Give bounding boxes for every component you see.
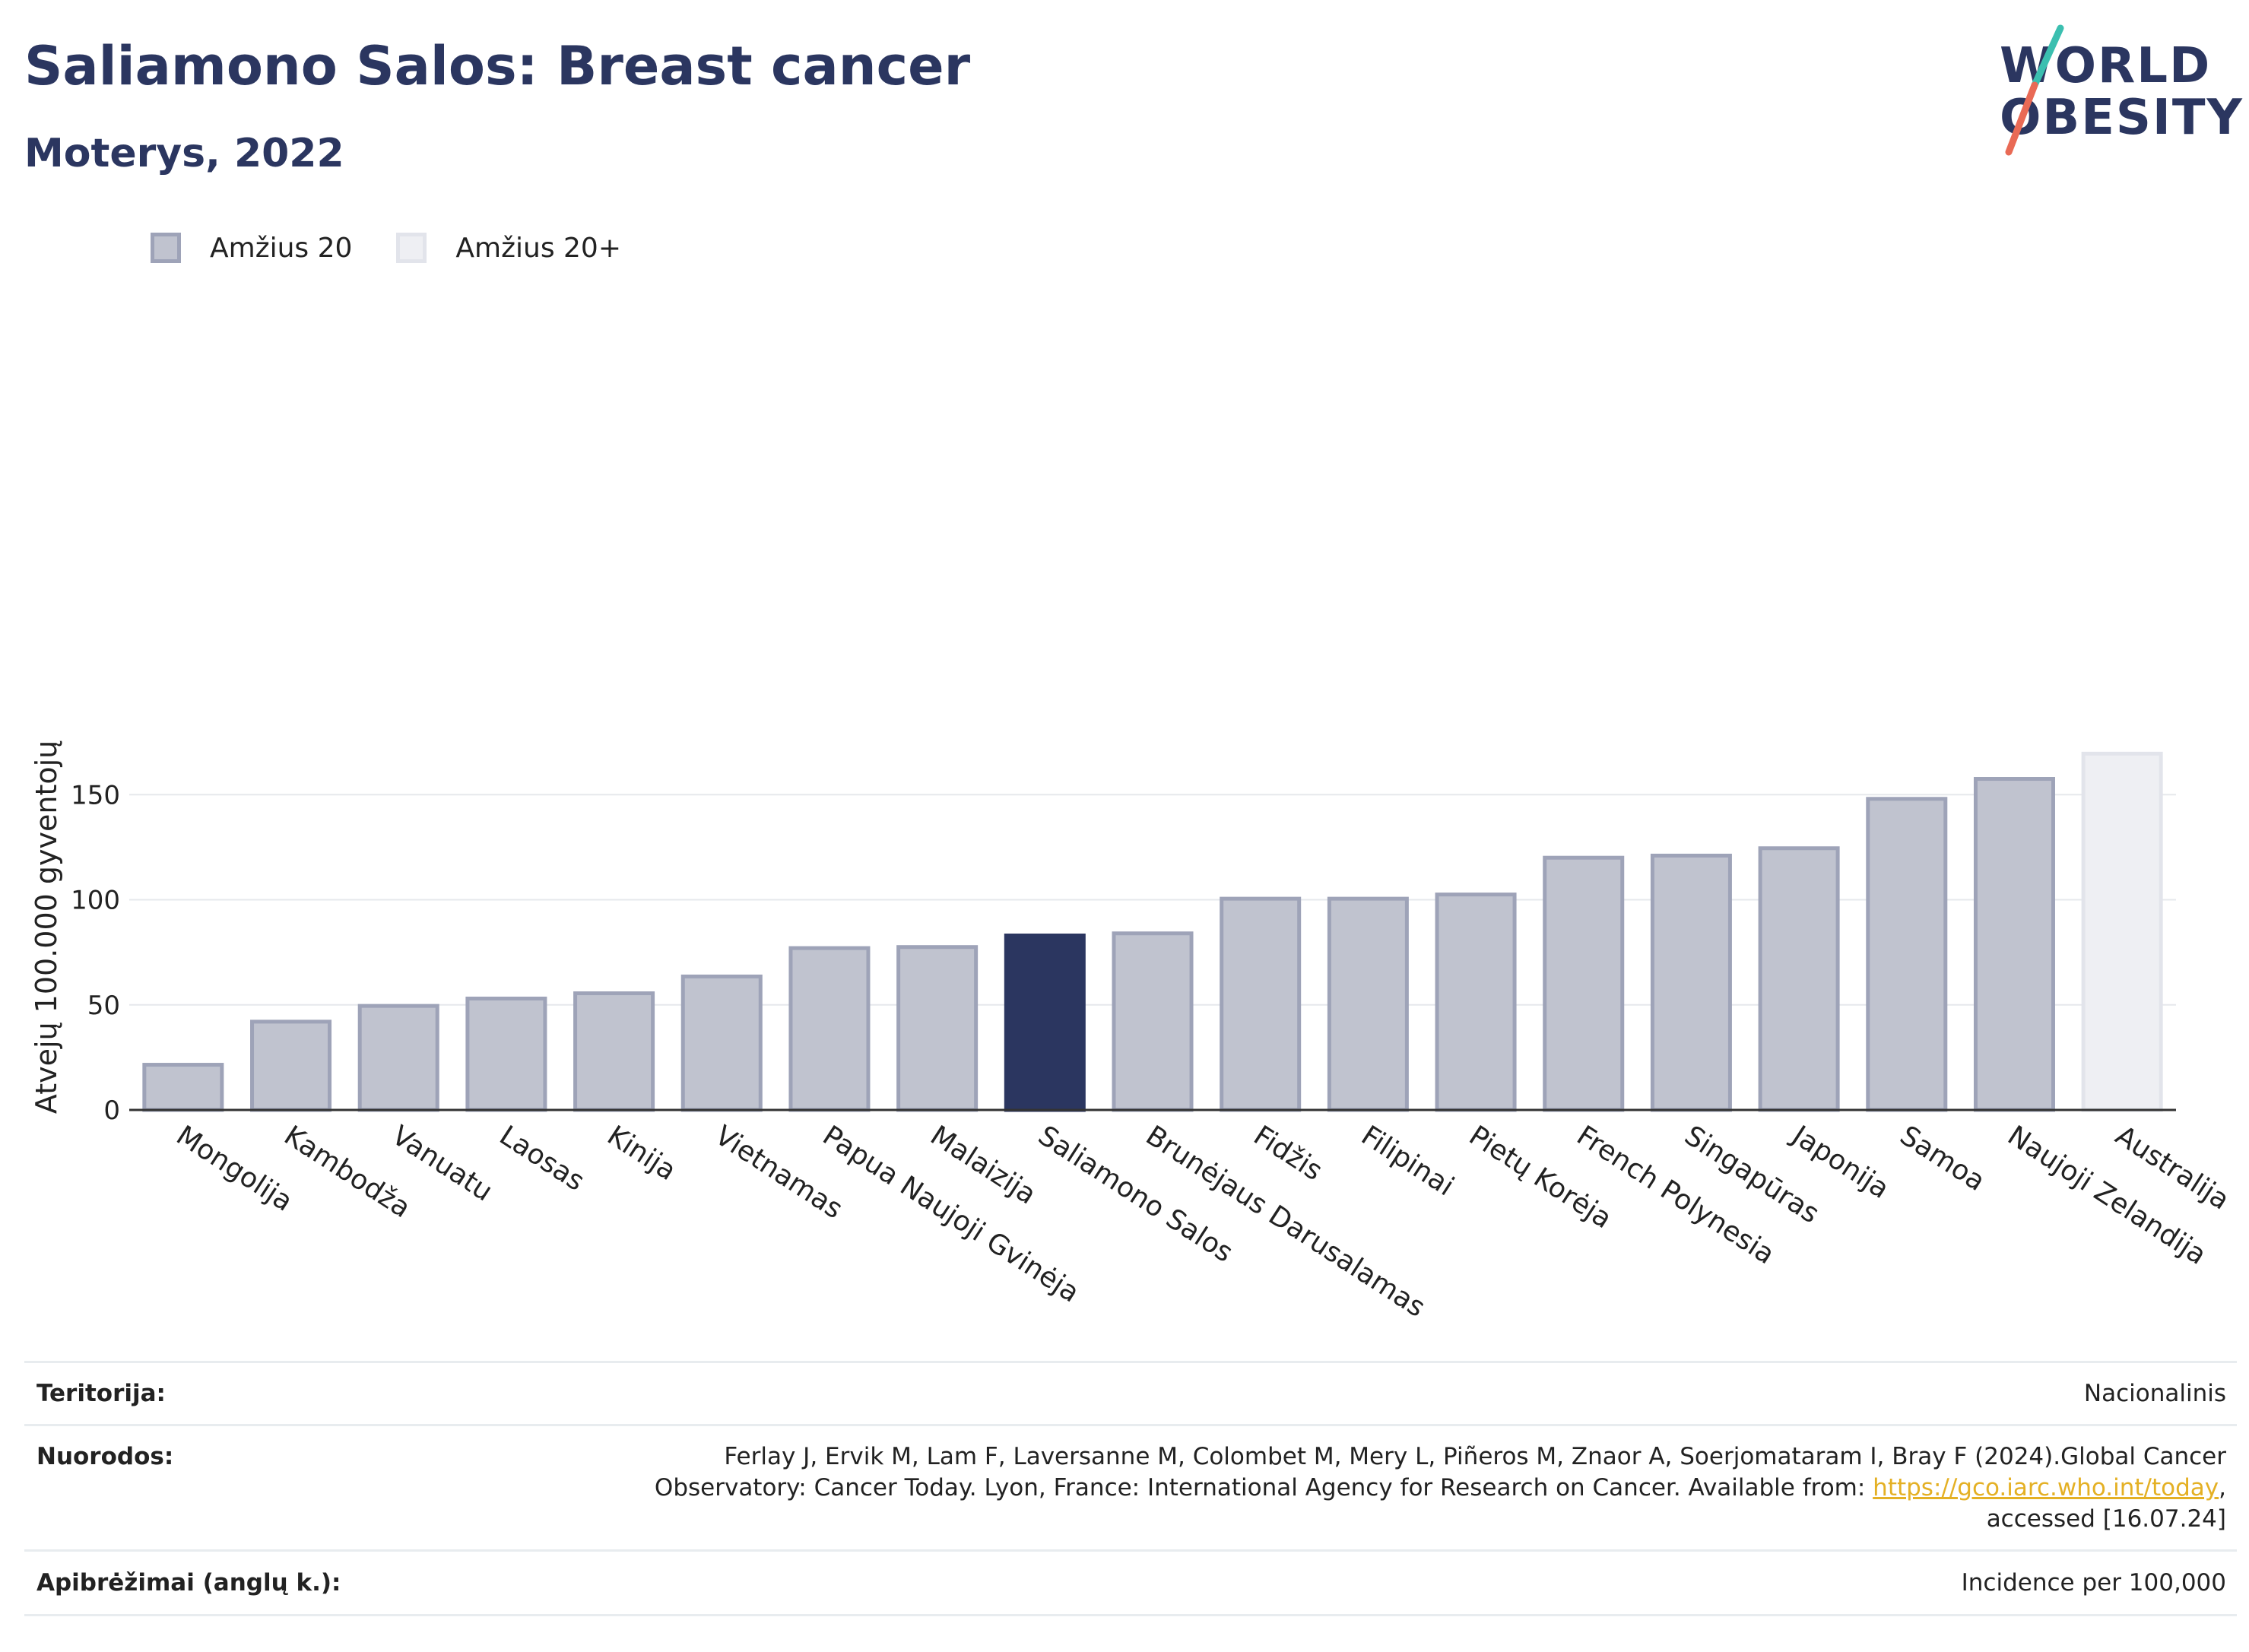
x-tick-label: Fidžis bbox=[1248, 1120, 1328, 1187]
y-axis-label: Atvejų 100.000 gyventojų bbox=[30, 740, 63, 1114]
x-tick-label: Samoa bbox=[1895, 1120, 1990, 1197]
bar bbox=[573, 991, 655, 1112]
footer-label: Apibrėžimai (anglų k.): bbox=[36, 1569, 341, 1597]
world-obesity-logo: WORLD OBESITY bbox=[1992, 24, 2243, 161]
bar bbox=[2081, 751, 2163, 1112]
reference-text: , bbox=[2219, 1474, 2226, 1501]
footer-row-definitions: Apibrėžimai (anglų k.): Incidence per 10… bbox=[24, 1549, 2237, 1616]
chart-subtitle: Moterys, 2022 bbox=[24, 131, 344, 176]
reference-text: Observatory: Cancer Today. Lyon, France:… bbox=[654, 1474, 1873, 1501]
y-tick-label: 0 bbox=[103, 1096, 120, 1126]
x-tick-label: Laosas bbox=[494, 1120, 590, 1197]
legend-item-age-20-plus[interactable]: Amžius 20+ bbox=[396, 233, 621, 264]
chart-legend: Amžius 20 Amžius 20+ bbox=[151, 228, 665, 268]
bar bbox=[680, 974, 763, 1112]
bar bbox=[1650, 853, 1732, 1112]
bar bbox=[465, 996, 547, 1112]
bar bbox=[1973, 777, 2055, 1112]
x-tick-label: Kinija bbox=[601, 1120, 681, 1187]
legend-label: Amžius 20+ bbox=[455, 232, 622, 264]
x-tick-label: Saliamono Salos bbox=[1033, 1120, 1239, 1269]
reference-line: Observatory: Cancer Today. Lyon, France:… bbox=[655, 1473, 2226, 1504]
bar bbox=[896, 945, 979, 1112]
bar bbox=[1327, 896, 1409, 1112]
bar bbox=[1004, 934, 1086, 1112]
bar bbox=[1758, 846, 1840, 1112]
bar bbox=[250, 1019, 332, 1112]
logo-slash-icon bbox=[2005, 24, 2064, 156]
chart-footer: Teritorija: Nacionalinis Nuorodos: Ferla… bbox=[24, 1361, 2237, 1616]
y-tick-label: 100 bbox=[71, 886, 120, 916]
bar bbox=[1112, 931, 1194, 1112]
bar bbox=[1866, 797, 1948, 1112]
y-tick-label: 50 bbox=[87, 991, 120, 1021]
bar bbox=[788, 946, 871, 1112]
reference-line: accessed [16.07.24] bbox=[1986, 1505, 2226, 1533]
legend-swatch bbox=[151, 233, 181, 263]
chart-title: Saliamono Salos: Breast cancer bbox=[24, 35, 971, 97]
bar bbox=[357, 1004, 439, 1112]
x-tick-label: Filipinai bbox=[1356, 1120, 1459, 1202]
footer-value: Nacionalinis bbox=[2083, 1379, 2226, 1407]
bar-chart: 0 50 100 150 Atvejų 100.000 gyventojų Mongoli… bbox=[30, 740, 2235, 1324]
logo-word-obesity: OBESITY bbox=[2000, 90, 2244, 146]
footer-value: Incidence per 100,000 bbox=[1961, 1568, 2226, 1597]
x-tick-label: Mongolija bbox=[171, 1120, 298, 1218]
reference-link[interactable]: https://gco.iarc.who.int/today bbox=[1873, 1474, 2219, 1501]
y-tick-label: 150 bbox=[71, 780, 120, 810]
bar bbox=[1435, 893, 1517, 1112]
footer-references: Ferlay J, Ervik M, Lam F, Laversanne M, … bbox=[655, 1441, 2237, 1549]
x-tick-label: Naujoji Zelandija bbox=[2002, 1120, 2212, 1271]
footer-label: Nuorodos: bbox=[36, 1443, 174, 1470]
bar bbox=[1220, 896, 1302, 1112]
footer-row-references: Nuorodos: Ferlay J, Ervik M, Lam F, Lave… bbox=[24, 1424, 2237, 1549]
legend-item-age-20[interactable]: Amžius 20 bbox=[151, 233, 352, 264]
footer-row-territory: Teritorija: Nacionalinis bbox=[24, 1361, 2237, 1424]
legend-label: Amžius 20 bbox=[210, 232, 353, 264]
legend-swatch bbox=[396, 233, 427, 263]
footer-label: Teritorija: bbox=[36, 1380, 166, 1407]
bar bbox=[1543, 855, 1625, 1112]
reference-line: Ferlay J, Ervik M, Lam F, Laversanne M, … bbox=[724, 1443, 2226, 1470]
bar bbox=[142, 1063, 224, 1112]
x-tick-label: French Polynesia bbox=[1572, 1120, 1780, 1270]
